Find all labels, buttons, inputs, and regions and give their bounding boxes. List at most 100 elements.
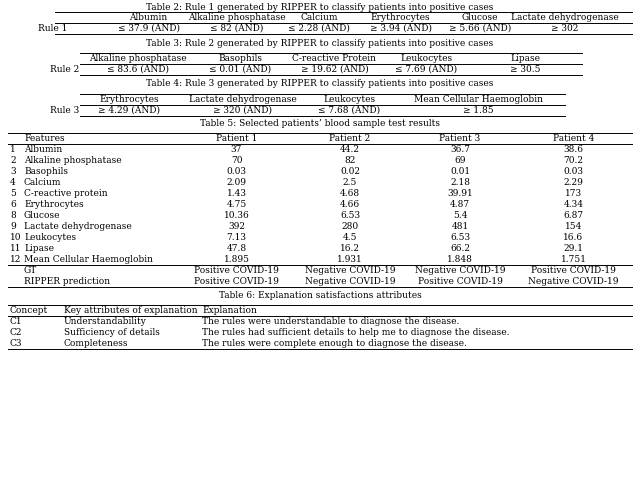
Text: Lipase: Lipase — [24, 244, 54, 253]
Text: C3: C3 — [10, 339, 22, 348]
Text: 7.13: 7.13 — [227, 233, 246, 242]
Text: 70.2: 70.2 — [563, 156, 584, 165]
Text: ≥ 320 (AND): ≥ 320 (AND) — [213, 106, 272, 115]
Text: Patient 2: Patient 2 — [330, 134, 371, 143]
Text: 37: 37 — [231, 145, 242, 154]
Text: ≤ 0.01 (AND): ≤ 0.01 (AND) — [209, 65, 271, 74]
Text: 44.2: 44.2 — [340, 145, 360, 154]
Text: ≥ 3.94 (AND): ≥ 3.94 (AND) — [369, 24, 431, 33]
Text: The rules had sufficient details to help me to diagnose the disease.: The rules had sufficient details to help… — [202, 328, 509, 337]
Text: 1: 1 — [10, 145, 16, 154]
Text: 2.29: 2.29 — [564, 178, 584, 187]
Text: 10: 10 — [10, 233, 22, 242]
Text: Calcium: Calcium — [300, 13, 338, 22]
Text: 2.09: 2.09 — [227, 178, 246, 187]
Text: 481: 481 — [451, 222, 468, 231]
Text: 36.7: 36.7 — [450, 145, 470, 154]
Text: 12: 12 — [10, 255, 21, 264]
Text: Positive COVID-19: Positive COVID-19 — [531, 266, 616, 275]
Text: 2.5: 2.5 — [343, 178, 357, 187]
Text: GT: GT — [24, 266, 37, 275]
Text: Glucose: Glucose — [24, 211, 61, 220]
Text: ≤ 7.68 (AND): ≤ 7.68 (AND) — [319, 106, 381, 115]
Text: 0.03: 0.03 — [563, 167, 584, 176]
Text: Erythrocytes: Erythrocytes — [99, 95, 159, 104]
Text: Alkaline phosphatase: Alkaline phosphatase — [89, 54, 187, 63]
Text: Lipase: Lipase — [510, 54, 540, 63]
Text: C2: C2 — [10, 328, 22, 337]
Text: The rules were understandable to diagnose the disease.: The rules were understandable to diagnos… — [202, 317, 460, 326]
Text: 6: 6 — [10, 200, 16, 209]
Text: 69: 69 — [454, 156, 466, 165]
Text: 2.18: 2.18 — [450, 178, 470, 187]
Text: Lactate dehydrogenase: Lactate dehydrogenase — [189, 95, 296, 104]
Text: 5: 5 — [10, 189, 16, 198]
Text: Mean Cellular Haemoglobin: Mean Cellular Haemoglobin — [414, 95, 543, 104]
Text: Understandability: Understandability — [64, 317, 147, 326]
Text: Patient 3: Patient 3 — [440, 134, 481, 143]
Text: 1.43: 1.43 — [227, 189, 246, 198]
Text: ≤ 83.6 (AND): ≤ 83.6 (AND) — [107, 65, 169, 74]
Text: Mean Cellular Haemoglobin: Mean Cellular Haemoglobin — [24, 255, 153, 264]
Text: 38.6: 38.6 — [563, 145, 584, 154]
Text: 6.53: 6.53 — [450, 233, 470, 242]
Text: Table 4: Rule 3 generated by RIPPER to classify patients into positive cases: Table 4: Rule 3 generated by RIPPER to c… — [147, 80, 493, 88]
Text: 4.34: 4.34 — [563, 200, 584, 209]
Text: Rule 3: Rule 3 — [50, 106, 79, 115]
Text: ≤ 37.9 (AND): ≤ 37.9 (AND) — [118, 24, 179, 33]
Text: 70: 70 — [231, 156, 243, 165]
Text: Table 5: Selected patients’ blood sample test results: Table 5: Selected patients’ blood sample… — [200, 119, 440, 129]
Text: Leukocytes: Leukocytes — [401, 54, 452, 63]
Text: Table 2: Rule 1 generated by RIPPER to classify patients into positive cases: Table 2: Rule 1 generated by RIPPER to c… — [147, 3, 493, 12]
Text: 154: 154 — [565, 222, 582, 231]
Text: ≤ 82 (AND): ≤ 82 (AND) — [210, 24, 263, 33]
Text: Basophils: Basophils — [218, 54, 262, 63]
Text: ≤ 7.69 (AND): ≤ 7.69 (AND) — [396, 65, 458, 74]
Text: C-reactive protein: C-reactive protein — [24, 189, 108, 198]
Text: Glucose: Glucose — [461, 13, 499, 22]
Text: 4.66: 4.66 — [340, 200, 360, 209]
Text: ≥ 5.66 (AND): ≥ 5.66 (AND) — [449, 24, 511, 33]
Text: ≥ 4.29 (AND): ≥ 4.29 (AND) — [98, 106, 160, 115]
Text: 2: 2 — [10, 156, 15, 165]
Text: ≥ 302: ≥ 302 — [551, 24, 578, 33]
Text: Negative COVID-19: Negative COVID-19 — [305, 277, 396, 286]
Text: 0.02: 0.02 — [340, 167, 360, 176]
Text: 4.87: 4.87 — [450, 200, 470, 209]
Text: Positive COVID-19: Positive COVID-19 — [417, 277, 502, 286]
Text: Rule 2: Rule 2 — [50, 65, 79, 74]
Text: 0.01: 0.01 — [450, 167, 470, 176]
Text: 29.1: 29.1 — [563, 244, 584, 253]
Text: 39.91: 39.91 — [447, 189, 473, 198]
Text: 66.2: 66.2 — [450, 244, 470, 253]
Text: Concept: Concept — [10, 306, 48, 315]
Text: Rule 1: Rule 1 — [38, 24, 67, 33]
Text: Erythrocytes: Erythrocytes — [24, 200, 84, 209]
Text: 4.68: 4.68 — [340, 189, 360, 198]
Text: 10.36: 10.36 — [223, 211, 250, 220]
Text: 6.87: 6.87 — [563, 211, 584, 220]
Text: 1.848: 1.848 — [447, 255, 473, 264]
Text: 16.2: 16.2 — [340, 244, 360, 253]
Text: ≥ 19.62 (AND): ≥ 19.62 (AND) — [301, 65, 369, 74]
Text: 0.03: 0.03 — [227, 167, 246, 176]
Text: Completeness: Completeness — [64, 339, 129, 348]
Text: 82: 82 — [344, 156, 356, 165]
Text: ≥ 1.85: ≥ 1.85 — [463, 106, 494, 115]
Text: C-reactive Protein: C-reactive Protein — [292, 54, 376, 63]
Text: 5.4: 5.4 — [452, 211, 467, 220]
Text: Albumin: Albumin — [24, 145, 62, 154]
Text: Erythrocytes: Erythrocytes — [371, 13, 430, 22]
Text: 280: 280 — [341, 222, 358, 231]
Text: Leukocytes: Leukocytes — [24, 233, 76, 242]
Text: Table 3: Rule 2 generated by RIPPER to classify patients into positive cases: Table 3: Rule 2 generated by RIPPER to c… — [147, 38, 493, 48]
Text: 9: 9 — [10, 222, 16, 231]
Text: Lactate dehydrogenase: Lactate dehydrogenase — [511, 13, 618, 22]
Text: ≥ 30.5: ≥ 30.5 — [509, 65, 540, 74]
Text: Albumin: Albumin — [129, 13, 168, 22]
Text: 392: 392 — [228, 222, 245, 231]
Text: Calcium: Calcium — [24, 178, 61, 187]
Text: 8: 8 — [10, 211, 16, 220]
Text: 3: 3 — [10, 167, 15, 176]
Text: 6.53: 6.53 — [340, 211, 360, 220]
